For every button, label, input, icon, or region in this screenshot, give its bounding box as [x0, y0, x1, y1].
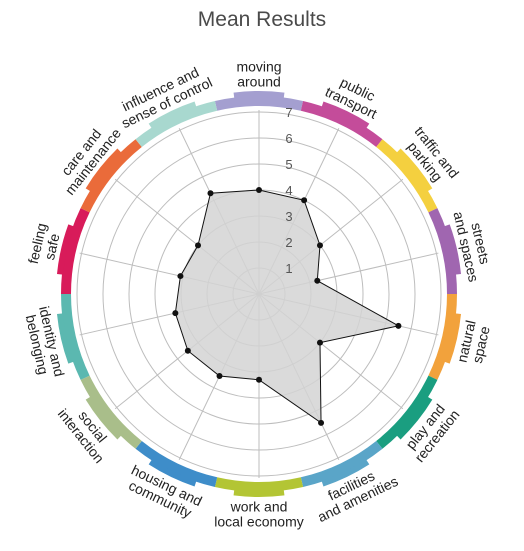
- band-segment: [80, 139, 142, 213]
- band-segment: [80, 375, 142, 449]
- band-segment: [135, 100, 218, 148]
- data-point: [177, 273, 184, 280]
- tick-label: 1: [285, 261, 292, 276]
- band-notch: [321, 459, 370, 487]
- band-segment: [61, 208, 90, 294]
- data-point: [256, 187, 262, 193]
- category-color-band: [56, 90, 462, 497]
- band-segment: [135, 440, 218, 488]
- tick-label: 2: [285, 235, 292, 250]
- band-segment: [376, 139, 438, 213]
- band-notch: [233, 90, 285, 99]
- tick-label: 4: [285, 183, 292, 198]
- data-point: [318, 419, 325, 426]
- band-notch: [56, 224, 74, 275]
- data-point: [184, 347, 191, 354]
- data-point: [216, 372, 223, 379]
- chart-title: Mean Results: [197, 8, 327, 31]
- data-point: [316, 242, 323, 249]
- band-notch: [396, 148, 433, 192]
- band-notch: [85, 396, 122, 440]
- band-notch: [56, 313, 74, 364]
- data-point: [256, 376, 262, 383]
- band-notch: [444, 313, 462, 364]
- category-label-line: moving: [236, 59, 281, 75]
- category-label-line: local economy: [214, 514, 304, 530]
- data-point: [207, 190, 214, 197]
- radar-series: [172, 187, 402, 426]
- data-point: [195, 242, 202, 249]
- band-notch: [148, 459, 197, 487]
- data-point: [172, 310, 179, 317]
- category-label-line: work and: [230, 499, 288, 515]
- band-segment: [376, 375, 438, 449]
- category-label-line: safe: [41, 232, 63, 262]
- band-notch: [148, 101, 197, 129]
- data-point: [395, 322, 402, 329]
- tick-label: 5: [285, 157, 292, 172]
- band-segment: [61, 294, 90, 380]
- band-segment: [300, 100, 383, 148]
- data-point: [316, 339, 323, 346]
- radial-tick-labels: 1 2 3 4 5 6 7: [285, 105, 292, 276]
- band-notch: [444, 224, 462, 275]
- data-point: [301, 197, 308, 204]
- band-notch: [396, 396, 433, 440]
- band-notch: [233, 489, 285, 497]
- data-point: [314, 277, 321, 284]
- band-segment: [428, 208, 457, 294]
- category-label-line: around: [237, 74, 281, 90]
- series-area: [174, 189, 400, 424]
- band-notch: [85, 148, 122, 192]
- tick-label: 7: [285, 105, 292, 120]
- band-notch: [321, 101, 370, 129]
- tick-label: 3: [285, 209, 292, 224]
- tick-label: 6: [285, 131, 292, 146]
- band-segment: [214, 96, 304, 111]
- band-segment: [214, 477, 304, 492]
- band-segment: [428, 294, 458, 380]
- band-segment: [300, 440, 383, 488]
